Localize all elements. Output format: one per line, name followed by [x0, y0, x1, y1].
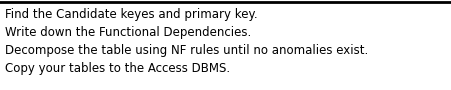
- Text: Decompose the table using NF rules until no anomalies exist.: Decompose the table using NF rules until…: [5, 44, 368, 57]
- Text: Write down the Functional Dependencies.: Write down the Functional Dependencies.: [5, 26, 251, 39]
- Text: Find the Candidate keyes and primary key.: Find the Candidate keyes and primary key…: [5, 8, 257, 21]
- Text: Copy your tables to the Access DBMS.: Copy your tables to the Access DBMS.: [5, 62, 230, 75]
